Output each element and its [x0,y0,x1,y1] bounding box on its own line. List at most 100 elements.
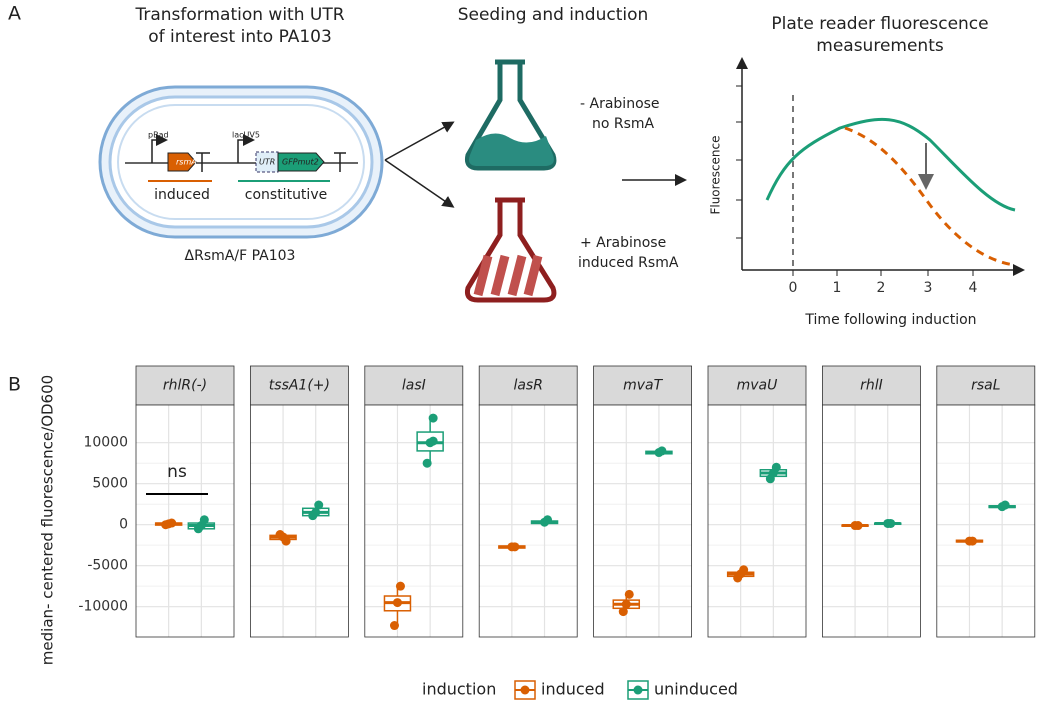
axis-label: Fluorescence [709,135,723,214]
strip [249,365,349,406]
cell-membrane [117,104,365,220]
point [1000,500,1010,510]
condition: induced RsmA [578,255,679,271]
y-tick-label: -10000 [78,599,128,615]
point [389,621,399,631]
facet: mvaT [593,365,692,638]
facet: tssA1(+) [249,365,349,638]
region-label: induced [154,187,210,203]
condition: no RsmA [592,116,655,132]
legend-key [520,685,530,695]
panel [708,405,806,637]
facet-label: lasI [402,378,426,394]
tick-label: 4 [969,280,978,296]
tick-label: 2 [877,280,886,296]
curve [844,126,1016,267]
strip [936,365,1036,406]
strip [707,365,807,406]
gene [167,152,197,172]
axis-label: Time following induction [804,312,976,328]
terminator [334,152,346,172]
strip [822,365,921,406]
point [275,530,285,540]
step-title: Seeding and induction [458,5,649,25]
flask-liquid [473,254,543,297]
median-point [392,598,402,608]
arrow [384,121,455,161]
facet-label: lasR [513,378,543,394]
point [733,573,743,583]
panel [936,405,1035,637]
point [314,500,324,510]
point [657,446,667,456]
tick-label: 3 [924,280,933,296]
facet-label: rhlR(-) [163,378,207,394]
point [618,607,628,617]
point [967,536,977,546]
point [281,536,291,546]
tick-label: 1 [833,280,842,296]
panel [593,405,692,637]
panel-border [822,404,921,638]
arrow [384,159,455,208]
point [739,565,749,575]
strip [135,365,235,406]
condition: - Arabinose [580,96,660,112]
panel-border [593,404,692,638]
point [765,474,775,484]
panel [250,405,349,637]
point [510,542,520,552]
y-axis-label: median- centered fluorescence/OD600 [39,375,57,665]
point [886,518,896,528]
part-label: rsmA [176,158,197,167]
annotation: ns [167,462,187,482]
step-title: of interest into PA103 [148,27,332,47]
point [853,521,863,531]
facet-label: rsaL [971,378,1000,394]
panel-border [478,404,578,638]
gene [277,152,325,172]
facet: lasR [478,365,578,638]
point [161,520,171,530]
facet: rsaL [936,365,1036,638]
facet: rhlR(-) [135,365,235,638]
x-ticks: 0 1 2 3 4 [789,280,978,296]
step-title: Transformation with UTR [134,5,344,25]
point [771,462,781,472]
panel-border [364,404,464,638]
condition: + Arabinose [580,235,666,251]
promoter [237,134,255,163]
strip [364,365,464,406]
panel-border [936,404,1036,638]
strain-label: ΔRsmA/F PA103 [185,248,296,264]
facet-label: mvaT [623,378,664,394]
step-title: Plate reader fluorescence [771,14,988,34]
panel-label: A [8,3,21,25]
panel-label: B [8,374,21,396]
tick-label: 0 [789,280,798,296]
region-label: constitutive [245,187,327,203]
panel [364,405,463,637]
point [543,515,553,525]
y-tick-label: -5000 [87,558,128,574]
facet: mvaU [707,365,807,638]
part-label: pBad [148,131,169,140]
point [395,581,405,591]
point [199,515,209,525]
point [428,436,438,446]
part-label: UTR [259,158,275,167]
facet: lasI [364,365,464,638]
point [308,511,318,521]
step-title: measurements [816,36,944,56]
part-label: lacUV5 [232,131,260,140]
panel [136,405,234,637]
curve [765,117,1016,212]
legend-label: uninduced [654,680,738,699]
point [428,413,438,423]
point [422,458,432,468]
part-label: GFPmut2 [282,158,319,167]
point [193,524,203,534]
facet-label: mvaU [737,378,778,394]
